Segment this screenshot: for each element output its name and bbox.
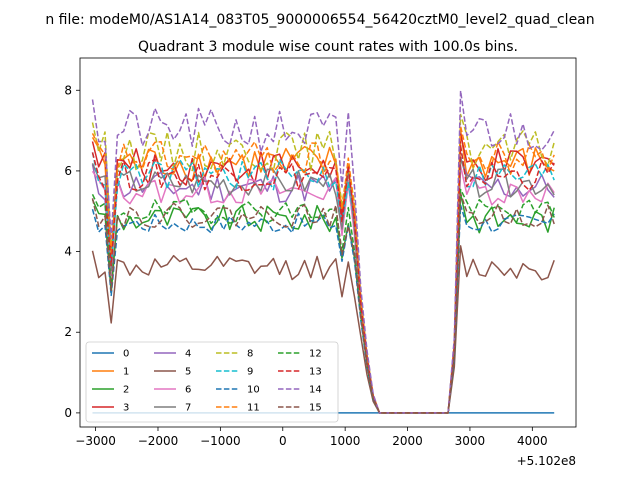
y-tick-label: 4 <box>64 245 72 259</box>
legend-label-2: 2 <box>123 385 129 396</box>
x-tick-label: −2000 <box>138 434 179 448</box>
x-axis: −3000 −2000 −1000 0 1000 2000 3000 4000 <box>75 427 548 448</box>
series-line-5 <box>91 245 555 414</box>
x-tick-label: −1000 <box>200 434 241 448</box>
y-tick-label: 8 <box>64 83 72 97</box>
series-line-3 <box>91 133 555 414</box>
x-tick-label: 1000 <box>330 434 361 448</box>
y-tick-label: 0 <box>64 406 72 420</box>
x-tick-label: −3000 <box>75 434 116 448</box>
series-line-15 <box>91 192 555 414</box>
legend-label-1: 1 <box>123 367 129 378</box>
figure-suptitle: n file: modeM0/AS1A14_083T05_9000006554_… <box>45 12 594 28</box>
chart-title: Quadrant 3 module wise count rates with … <box>138 39 518 55</box>
x-tick-label: 2000 <box>392 434 423 448</box>
legend-label-9: 9 <box>247 367 253 378</box>
legend-label-5: 5 <box>185 367 191 378</box>
legend-label-15: 15 <box>309 403 322 414</box>
legend-frame <box>85 341 339 423</box>
legend-label-12: 12 <box>309 349 322 360</box>
series-line-11 <box>91 125 555 414</box>
y-axis: 0 2 4 6 8 <box>64 83 80 420</box>
y-tick-label: 6 <box>64 164 72 178</box>
series-line-9 <box>91 145 555 414</box>
series-line-14 <box>91 89 555 414</box>
x-tick-label: 0 <box>279 434 287 448</box>
legend-label-3: 3 <box>123 403 129 414</box>
series-line-13 <box>91 145 555 414</box>
legend-label-0: 0 <box>123 349 129 360</box>
x-tick-label: 3000 <box>455 434 486 448</box>
x-offset-text: +5.102e8 <box>517 454 576 468</box>
series-line-4 <box>91 157 555 414</box>
legend-label-8: 8 <box>247 349 253 360</box>
y-tick-label: 2 <box>64 325 72 339</box>
x-tick-label: 4000 <box>517 434 548 448</box>
legend-label-7: 7 <box>185 403 191 414</box>
series-line-12 <box>91 188 555 414</box>
legend-label-11: 11 <box>247 403 260 414</box>
legend-label-13: 13 <box>309 367 322 378</box>
legend-label-10: 10 <box>247 385 260 396</box>
series-line-7 <box>91 156 555 414</box>
legend-label-14: 14 <box>309 385 322 396</box>
legend-label-4: 4 <box>185 349 191 360</box>
series-line-2 <box>91 193 555 414</box>
series-layer <box>91 89 555 414</box>
legend-label-6: 6 <box>185 385 191 396</box>
plot-frame <box>79 57 577 428</box>
series-line-10 <box>91 204 555 414</box>
